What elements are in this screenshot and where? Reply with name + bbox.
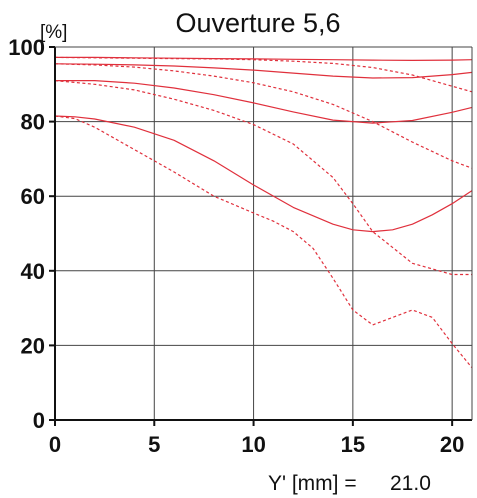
image-height-value: 21.0 [390, 472, 431, 495]
x-tick-label: 5 [148, 432, 160, 457]
y-tick-label: 20 [21, 333, 45, 358]
y-tick-labels: 0 20 40 60 80 100 [8, 35, 45, 433]
y-tick-label: 40 [21, 259, 45, 284]
y-axis-unit-label: [%] [40, 22, 67, 43]
y-tick-label: 100 [8, 35, 45, 60]
dashed-series-line-6 [54, 80, 472, 276]
x-tick-label: 10 [241, 432, 265, 457]
x-axis-label: Y' [mm] = [268, 472, 357, 495]
y-tick-label: 80 [21, 110, 45, 135]
x-tick-labels: 0 5 10 15 20 [49, 432, 465, 457]
series-group [54, 56, 473, 369]
solid-series-line-7 [54, 115, 473, 233]
grid [55, 46, 472, 420]
y-tick-label: 60 [21, 184, 45, 209]
y-tick-label: 0 [33, 408, 45, 433]
chart-title: Ouverture 5,6 [175, 8, 340, 38]
x-tick-label: 0 [49, 432, 61, 457]
dashed-series-line-8 [54, 115, 473, 369]
x-tick-label: 15 [341, 432, 365, 457]
plot-frame [49, 46, 473, 426]
solid-series-line-5 [55, 80, 473, 124]
dashed-series-line-4 [54, 63, 473, 169]
dashed-series-line-2 [54, 56, 473, 93]
x-tick-label: 20 [440, 432, 464, 457]
solid-series-line-3 [54, 63, 473, 79]
